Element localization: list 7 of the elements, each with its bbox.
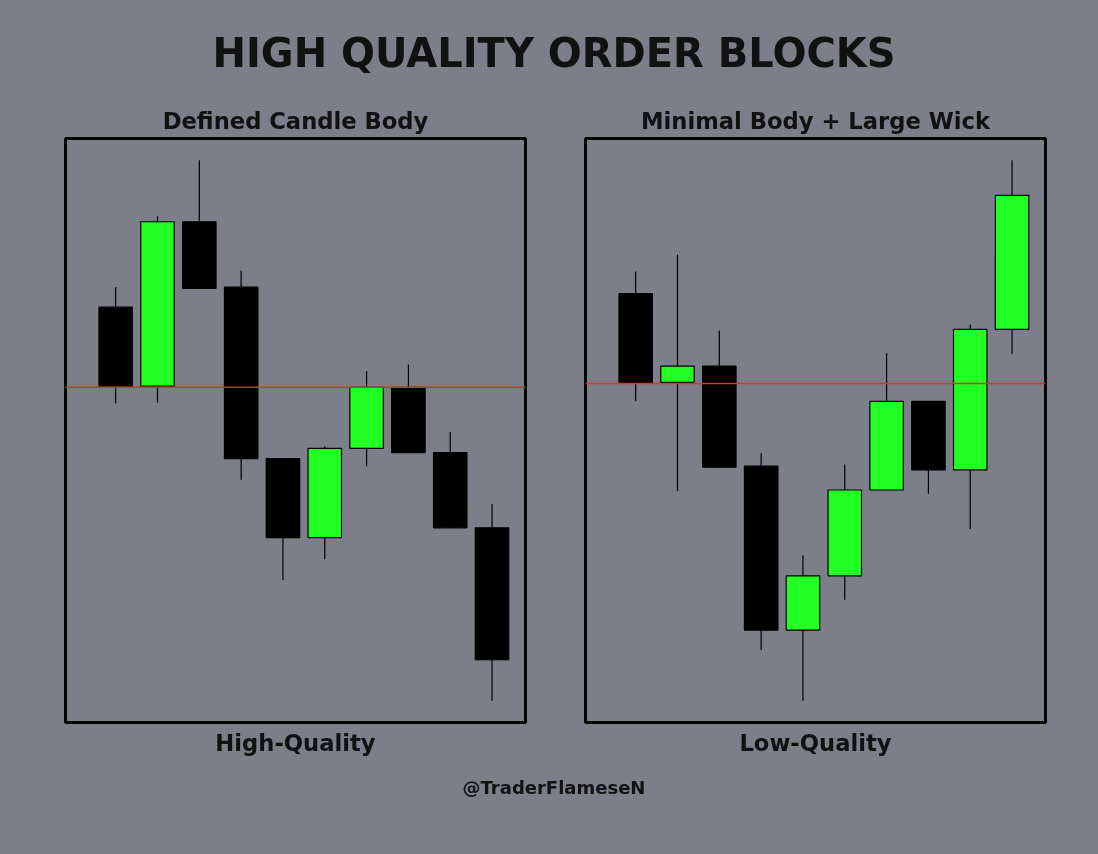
chart-subtitle: Minimal Body + Large Wick [641,107,991,134]
chart-title: HIGH QUALITY ORDER BLOCKS [212,29,896,78]
candlestick [660,254,695,492]
x-axis-title: High-Quality [215,729,376,756]
chart-subtitle: Defined Candle Body [162,107,429,134]
text: @TraderFlameseN [462,776,646,800]
x-axis-title: Low-Quality [739,729,892,756]
